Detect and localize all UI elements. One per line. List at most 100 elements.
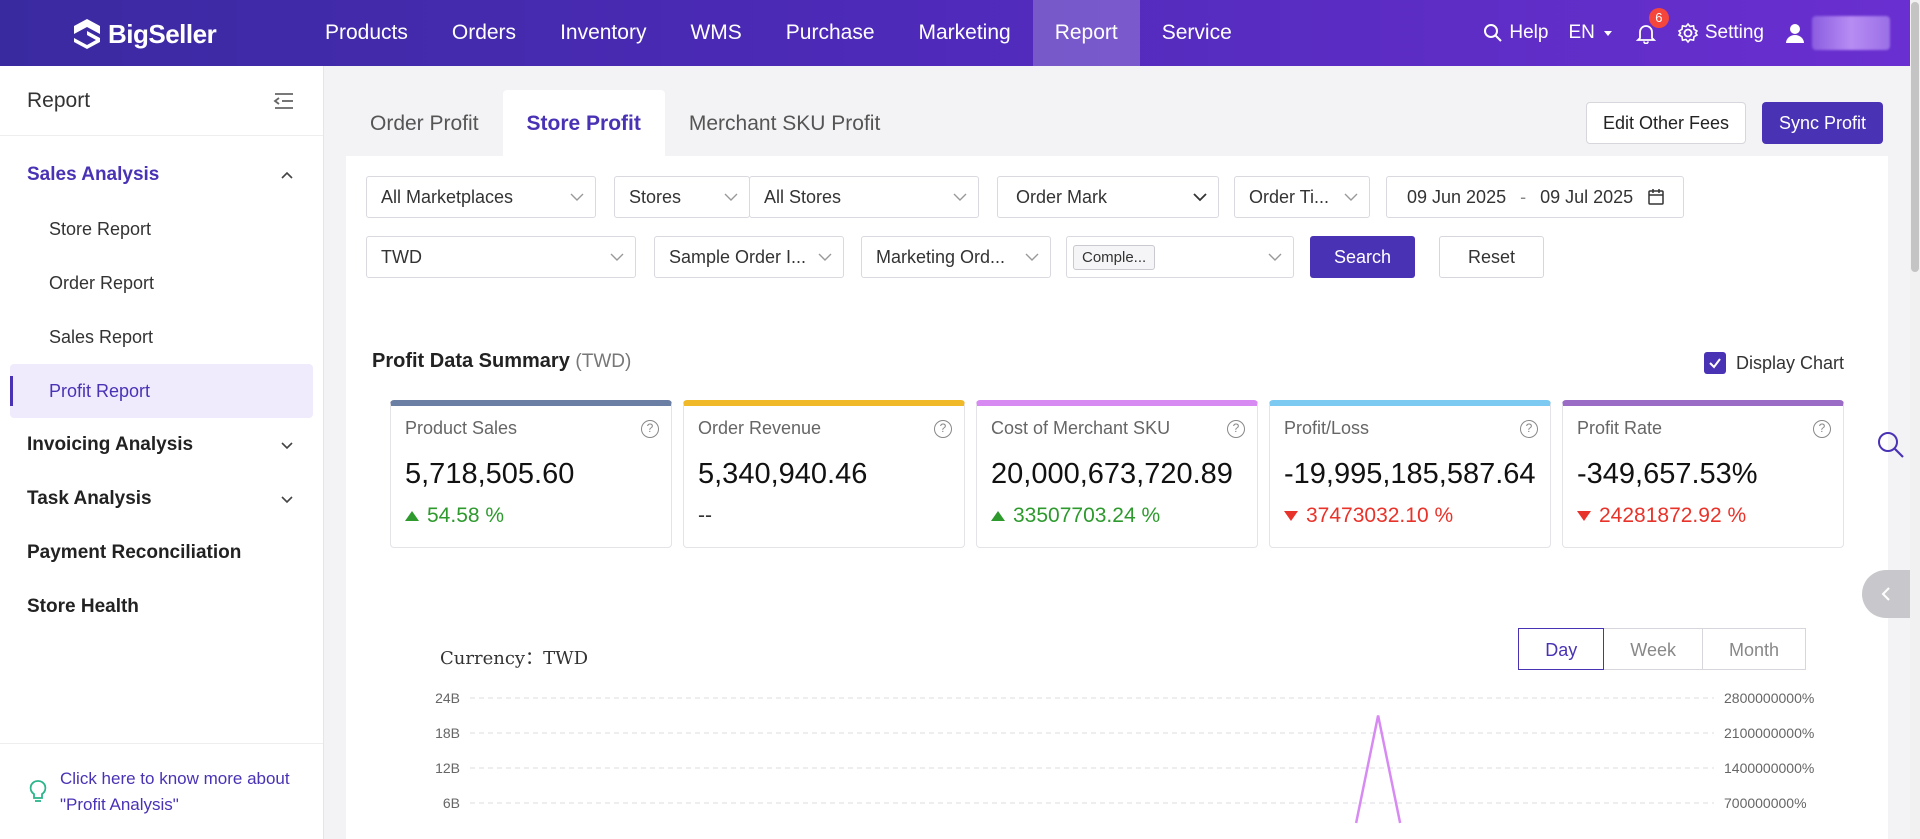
chart-y-tick-right: 1400000000% [1724,760,1814,776]
setting-link[interactable]: Setting [1677,22,1764,44]
sidebar-item-payment-reconciliation[interactable]: Payment Reconciliation [0,526,323,580]
nav-orders[interactable]: Orders [451,21,517,44]
metric-card-profit-loss[interactable]: Profit/Loss ? -19,995,185,587.64 3747303… [1269,400,1551,548]
chevron-down-icon [1193,193,1207,202]
logo-text: BigSeller [108,18,217,49]
sidebar-item-profit-report[interactable]: Profit Report [10,364,313,418]
search-icon [1484,24,1503,42]
calendar-icon [1648,189,1664,205]
side-panel-toggle[interactable] [1862,570,1910,618]
date-range-picker[interactable]: 09 Jun 2025 - 09 Jul 2025 [1386,176,1684,218]
metric-card-cost-of-merchant-sku[interactable]: Cost of Merchant SKU ? 20,000,673,720.89… [976,400,1258,548]
order-time-select[interactable]: Order Ti... [1234,176,1370,218]
date-separator: - [1520,186,1527,207]
edit-other-fees-button[interactable]: Edit Other Fees [1586,102,1747,144]
currency-select[interactable]: TWD [366,236,636,278]
floating-search-icon[interactable] [1876,430,1906,460]
nav-purchase[interactable]: Purchase [785,21,875,44]
checkbox-checked[interactable] [1703,352,1726,374]
metric-change-value: 33507703.24 % [1013,504,1161,527]
sample-order-select[interactable]: Sample Order I... [654,236,844,278]
scrollbar-thumb[interactable] [1911,2,1919,272]
metric-label: Order Revenue [698,418,822,438]
page-scrollbar[interactable] [1910,0,1920,839]
nav-products[interactable]: Products [325,21,408,44]
metric-change: 37473032.10 % [1284,504,1453,528]
metric-card-product-sales[interactable]: Product Sales ? 5,718,505.60 54.58 % [390,400,672,548]
collapse-menu-icon[interactable] [273,91,295,111]
metric-value: 5,718,505.60 [405,458,575,490]
display-chart-toggle[interactable]: Display Chart [1703,352,1844,374]
search-button[interactable]: Search [1310,236,1416,278]
question-icon[interactable]: ? [1813,420,1831,438]
metric-change: -- [698,504,712,528]
help-text-line2: "Profit Analysis" [60,794,179,814]
language-label: EN [1568,22,1595,43]
metric-change: 33507703.24 % [991,504,1160,528]
tab-merchant-sku-profit[interactable]: Merchant SKU Profit [688,112,881,135]
stores-select[interactable]: All Stores [749,176,979,218]
language-select[interactable]: EN [1568,22,1614,44]
help-label: Help [1509,22,1549,43]
question-icon[interactable]: ? [934,420,952,438]
sidebar-item-store-health[interactable]: Store Health [0,580,323,634]
sidebar-item-sales-report[interactable]: Sales Report [49,326,154,347]
sidebar-group-task-analysis[interactable]: Task Analysis [0,472,323,526]
period-month-button[interactable]: Month [1701,628,1806,670]
user-menu[interactable] [1784,16,1890,50]
order-mark-select[interactable]: Order Mark [997,176,1219,218]
setting-label: Setting [1704,22,1764,43]
sidebar-group-label: Task Analysis [27,488,152,509]
profit-tabs: Order Profit Store Profit Merchant SKU P… [346,90,904,156]
metric-change: 54.58 % [405,504,504,528]
currency-value: TWD [381,246,422,267]
metric-card-profit-rate[interactable]: Profit Rate ? -349,657.53% 24281872.92 % [1562,400,1844,548]
nav-report[interactable]: Report [1032,0,1140,66]
question-icon[interactable]: ? [1520,420,1538,438]
tab-store-profit[interactable]: Store Profit [502,90,665,156]
chevron-down-icon [724,193,738,201]
sidebar: Report Sales Analysis Store Report Order… [0,66,324,839]
nav-marketing[interactable]: Marketing [918,21,1011,44]
period-day-button[interactable]: Day [1518,628,1605,670]
store-type-value: Stores [629,186,682,207]
question-icon[interactable]: ? [641,420,659,438]
nav-service[interactable]: Service [1161,21,1232,44]
metric-cards: Product Sales ? 5,718,505.60 54.58 % Ord… [390,400,1844,548]
nav-wms[interactable]: WMS [690,21,742,44]
order-status-select[interactable]: Comple... [1066,236,1294,278]
nav-inventory[interactable]: Inventory [560,21,647,44]
reset-button[interactable]: Reset [1439,236,1545,278]
notification-bell[interactable]: 6 [1635,8,1669,44]
summary-title: Profit Data Summary (TWD) [372,350,631,373]
username-redacted [1812,16,1890,50]
metric-label: Profit Rate [1577,418,1663,438]
status-tag[interactable]: Comple... [1073,244,1156,270]
marketplace-select[interactable]: All Marketplaces [366,176,596,218]
sidebar-group-sales-analysis[interactable]: Sales Analysis [0,148,323,202]
bell-icon [1635,25,1657,44]
tab-order-profit[interactable]: Order Profit [370,112,479,135]
main-content: Order Profit Store Profit Merchant SKU P… [324,66,1910,839]
arrow-down-icon [1577,511,1591,521]
period-week-button[interactable]: Week [1603,628,1703,670]
stores-value: All Stores [764,186,842,207]
arrow-up-icon [991,511,1005,521]
question-icon[interactable]: ? [1227,420,1245,438]
sidebar-group-label: Store Health [27,596,139,617]
sidebar-item-store-report[interactable]: Store Report [49,218,152,239]
profit-line-chart: 24B 2800000000% 18B 2100000000% 12B 140000000… [435,690,1814,824]
sidebar-group-label: Sales Analysis [27,164,160,185]
help-link[interactable]: Help [1483,22,1548,44]
profit-analysis-help-link[interactable]: Click here to know more about "Profit An… [0,743,323,839]
chevron-down-icon [953,193,967,201]
sidebar-item-order-report[interactable]: Order Report [49,272,155,293]
metric-card-order-revenue[interactable]: Order Revenue ? 5,340,940.46 -- [683,400,965,548]
sidebar-group-invoicing-analysis[interactable]: Invoicing Analysis [0,418,323,472]
help-text-line1: Click here to know more about [60,768,290,788]
store-type-select[interactable]: Stores [614,176,750,218]
marketing-order-select[interactable]: Marketing Ord... [861,236,1051,278]
top-navbar: BigSeller Products Orders Inventory WMS … [0,0,1910,66]
sync-profit-button[interactable]: Sync Profit [1762,102,1884,144]
bigseller-logo[interactable]: BigSeller [72,17,217,51]
